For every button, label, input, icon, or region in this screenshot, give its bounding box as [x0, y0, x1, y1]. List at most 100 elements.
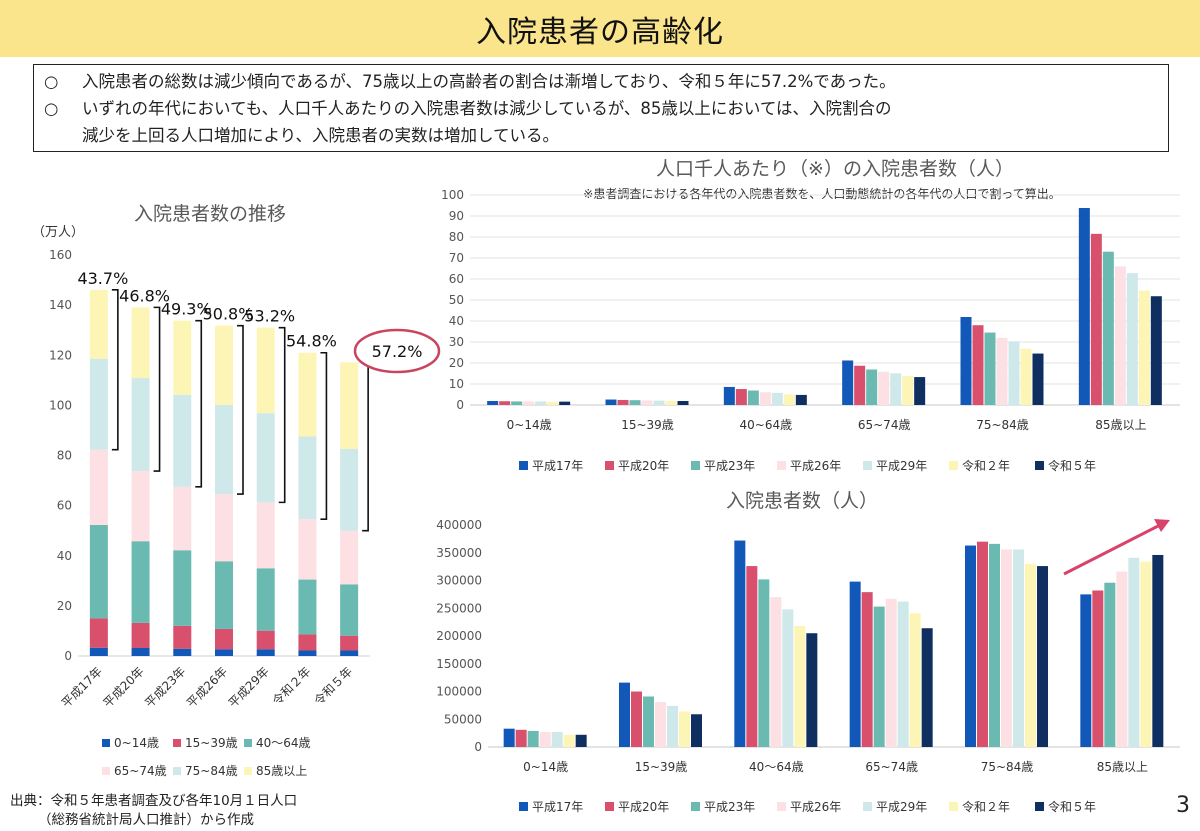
legend-label: 75~84歳 [185, 764, 238, 778]
legend-swatch [1035, 461, 1044, 470]
bar [734, 540, 746, 747]
bar [1032, 353, 1044, 405]
x-tick-label: 85歳以上 [1095, 418, 1146, 432]
y-tick-label: 20 [57, 599, 72, 613]
age75-bracket [320, 351, 328, 520]
chart-note: ※患者調査における各年代の入院患者数を、人口動態統計の各年代の人口で割って算出。 [583, 186, 1060, 201]
bar [559, 401, 571, 405]
bar [653, 400, 665, 405]
bar [1128, 557, 1140, 747]
x-tick-label: 0~14歳 [507, 418, 552, 432]
bar [854, 365, 866, 405]
bar [1001, 549, 1012, 747]
percentage-label-highlight: 57.2% [372, 342, 423, 361]
highlight-ellipse [353, 328, 441, 374]
bar [1078, 208, 1090, 405]
y-tick-label: 400000 [436, 518, 482, 532]
bar [511, 401, 523, 405]
bar [563, 734, 575, 747]
bar [759, 392, 771, 405]
bar [515, 729, 527, 747]
legend-swatch [1035, 802, 1044, 811]
bar [1114, 266, 1126, 405]
y-tick-label: 300000 [436, 574, 482, 588]
legend-label: 平成20年 [618, 459, 669, 473]
stacked-bar-segment [215, 325, 233, 405]
legend-swatch [949, 461, 958, 470]
bar [679, 711, 690, 747]
x-tick-label: 40~64歳 [740, 418, 793, 432]
y-tick-label: 0 [64, 649, 72, 663]
bar [747, 390, 759, 405]
bar [1080, 594, 1092, 747]
y-tick-label: 100 [49, 398, 72, 412]
legend-label: 平成26年 [790, 459, 841, 473]
bar [902, 376, 914, 405]
bar [989, 543, 1000, 747]
stacked-bar-segment [131, 541, 150, 623]
x-tick-label: 平成29年 [226, 664, 272, 710]
bar [861, 592, 873, 747]
stacked-bar-segment [298, 436, 317, 520]
summary-item: ○ いずれの年代においても、人口千人あたりの入院患者数は減少しているが、85歳以… [44, 95, 1158, 122]
percentage-label: 53.2% [244, 307, 295, 326]
legend-swatch [863, 802, 872, 811]
stacked-bar-segment [298, 519, 317, 580]
bar [667, 705, 678, 747]
y-tick-label: 90 [449, 209, 464, 223]
bar [909, 613, 921, 747]
bar [1150, 296, 1162, 405]
stacked-bar-segment [340, 448, 359, 531]
legend-label: 平成20年 [618, 800, 669, 814]
legend-swatch [244, 767, 252, 775]
legend-swatch [605, 802, 614, 811]
legend-swatch [173, 767, 181, 775]
bar [1020, 348, 1032, 405]
y-tick-label: 20 [449, 356, 464, 370]
y-tick-label: 350000 [436, 546, 482, 560]
age75-bracket [195, 319, 203, 488]
legend-label: 平成29年 [876, 800, 927, 814]
age75-bracket [362, 361, 369, 532]
bar [539, 732, 551, 747]
bar [1008, 341, 1020, 405]
stacked-bar-segment [256, 649, 275, 656]
bar [849, 581, 861, 747]
bar [723, 386, 735, 405]
percentage-label: 43.7% [77, 269, 128, 288]
bar [1037, 566, 1048, 747]
legend-swatch [244, 739, 252, 747]
bar [487, 401, 499, 405]
summary-line-3: 減少を上回る人口増加により、入院患者の実数は増加している。 [82, 126, 560, 145]
legend-label: 平成17年 [532, 800, 583, 814]
legend-label: 令和５年 [1048, 458, 1096, 473]
bar [885, 598, 897, 747]
x-tick-label: 平成23年 [142, 664, 188, 710]
stacked-bar-segment [298, 579, 317, 635]
y-axis-label: （万人） [32, 225, 84, 240]
y-tick-label: 40 [449, 314, 464, 328]
legend-swatch [691, 461, 700, 470]
y-tick-label: 60 [57, 499, 72, 513]
legend-label: 令和５年 [1048, 799, 1096, 814]
stacked-bar-segment [173, 550, 192, 626]
bar [735, 389, 747, 405]
stacked-bar-segment [215, 404, 233, 495]
stacked-bar-segment [89, 647, 108, 656]
stacked-bar-segment [131, 471, 150, 542]
legend-label: 15~39歳 [185, 736, 238, 750]
stacked-bar-segment [173, 648, 192, 656]
bar [960, 317, 972, 405]
trend-arrow-icon [1154, 519, 1170, 532]
bar [746, 566, 758, 747]
bar [677, 401, 689, 405]
stacked-bar-segment [89, 524, 108, 619]
bar [795, 394, 807, 405]
x-tick-label: 平成26年 [184, 664, 230, 710]
bar [897, 601, 909, 747]
legend-swatch [691, 802, 700, 811]
legend-swatch [777, 461, 786, 470]
stacked-bar-segment [340, 362, 359, 449]
legend-swatch [949, 802, 958, 811]
percentage-label: 49.3% [161, 300, 212, 319]
